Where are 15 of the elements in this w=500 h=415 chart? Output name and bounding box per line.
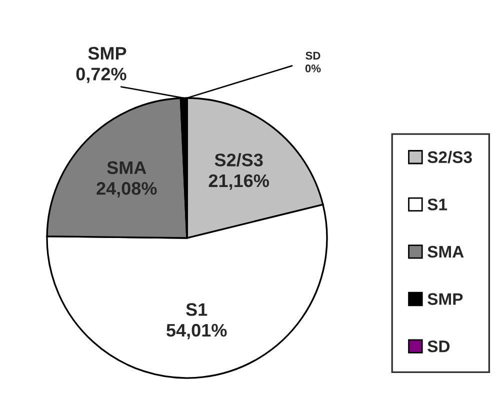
data-label: 21,16% [208, 174, 269, 190]
legend-label: S2/S3 [428, 150, 472, 164]
slice-label: S2/S3 [214, 153, 263, 167]
legend-label: S1 [428, 198, 448, 210]
legend-label: SMA [428, 246, 464, 258]
slice-label: SMA [107, 161, 146, 174]
slice-label: SMP [88, 46, 126, 60]
data-label: 0,72% [76, 68, 126, 84]
legend-label: SMP [428, 293, 463, 305]
text: 0% [305, 64, 321, 72]
legend-label: SD [428, 340, 450, 352]
data-label: 54,01% [166, 324, 227, 340]
data-label: 24,08% [96, 182, 157, 198]
category-label: SD [306, 52, 320, 60]
slice-label: S1 [186, 303, 208, 316]
